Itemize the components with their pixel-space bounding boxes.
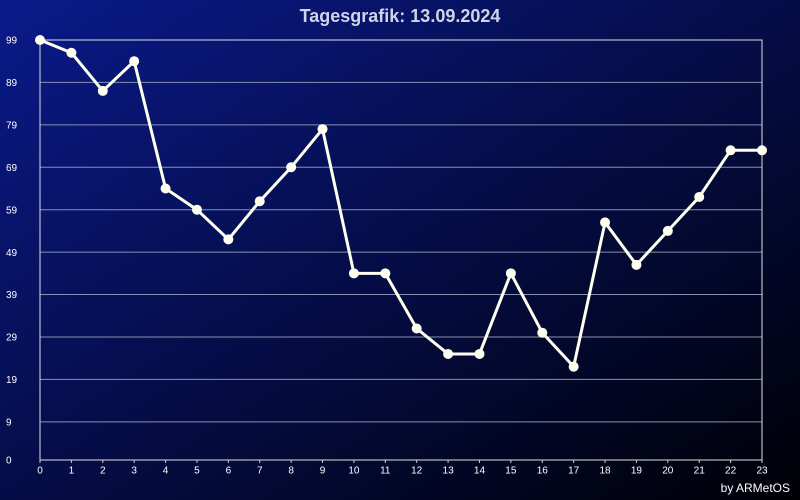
x-tick-label: 2 <box>100 466 106 477</box>
data-point <box>66 47 77 58</box>
x-tick-label: 1 <box>69 466 75 477</box>
x-tick-label: 19 <box>631 466 643 477</box>
x-tick-label: 11 <box>380 466 391 477</box>
x-tick-label: 0 <box>37 466 43 477</box>
x-tick-label: 4 <box>163 466 169 477</box>
x-tick-label: 10 <box>348 466 360 477</box>
x-tick-label: 6 <box>226 466 232 477</box>
data-point <box>505 268 516 279</box>
data-point <box>160 183 171 194</box>
x-tick-label: 16 <box>537 466 549 477</box>
data-point <box>443 348 454 359</box>
y-tick-label: 79 <box>6 120 18 131</box>
data-point <box>568 361 579 372</box>
data-point <box>600 217 611 228</box>
x-tick-label: 12 <box>411 466 423 477</box>
x-tick-label: 3 <box>131 466 137 477</box>
footer: by ARMetOS <box>721 481 790 495</box>
data-line <box>39 38 762 369</box>
chart-title: Tagesgrafik: 13.09.2024 <box>300 6 501 26</box>
data-point <box>317 124 328 135</box>
y-tick-label: 49 <box>6 248 18 259</box>
data-point <box>97 85 108 96</box>
data-point <box>474 348 485 359</box>
y-tick-label: 0 <box>6 456 12 467</box>
data-point <box>411 323 422 334</box>
x-tick-label: 13 <box>443 466 455 477</box>
data-point <box>380 268 391 279</box>
x-tick-label: 20 <box>662 466 674 477</box>
x-tick-label: 7 <box>257 466 263 477</box>
data-point <box>757 145 767 156</box>
data-point <box>254 196 265 207</box>
y-tick-label: 99 <box>6 36 18 47</box>
data-point <box>191 204 202 215</box>
x-tick-label: 5 <box>194 466 200 477</box>
data-point <box>694 191 705 202</box>
x-tick-label: 22 <box>725 466 737 477</box>
x-tick-label: 17 <box>568 466 580 477</box>
y-tick-label: 89 <box>6 78 18 89</box>
data-point <box>286 162 297 173</box>
x-tick-label: 21 <box>694 466 706 477</box>
y-tick-label: 29 <box>6 333 18 344</box>
data-point <box>129 56 140 67</box>
data-point <box>725 145 736 156</box>
plot-border <box>39 39 763 461</box>
data-point <box>662 225 673 236</box>
y-tick-label: 19 <box>6 375 18 386</box>
data-point <box>35 35 45 45</box>
x-tick-label: 18 <box>599 466 611 477</box>
y-tick-label: 59 <box>6 205 18 216</box>
x-tick-label: 23 <box>756 466 768 477</box>
x-tick-label: 9 <box>320 466 326 477</box>
y-tick-label: 9 <box>6 417 12 428</box>
data-point <box>223 234 234 245</box>
data-point <box>348 268 359 279</box>
data-point <box>631 259 642 270</box>
x-tick-label: 15 <box>505 466 517 477</box>
x-tick-label: 14 <box>474 466 486 477</box>
data-point <box>537 327 548 338</box>
y-tick-label: 39 <box>6 290 18 301</box>
x-tick-label: 8 <box>288 466 294 477</box>
y-tick-label: 69 <box>6 163 18 174</box>
